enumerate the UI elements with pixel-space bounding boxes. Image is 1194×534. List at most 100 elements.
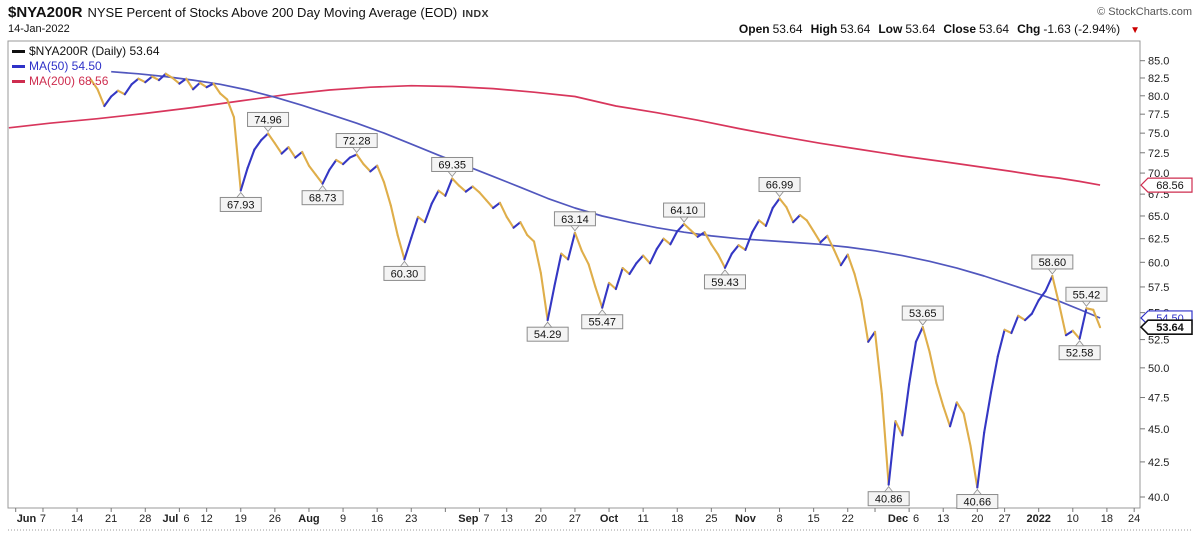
price-line-segment [908,340,917,386]
price-line-swatch [12,50,25,54]
price-line-segment [403,236,413,261]
y-axis-label: 77.5 [1148,109,1169,121]
price-line-segment [996,328,1006,358]
x-axis-label: 21 [105,513,117,525]
price-line-segment [492,201,501,210]
x-axis-label: 27 [998,513,1010,525]
high-value: 53.64 [840,22,871,36]
x-axis-label: 6 [913,513,919,525]
price-line-segment [976,431,986,489]
x-axis-label: Aug [298,513,319,525]
price-line-segment [710,243,720,256]
price-line-segment [744,231,754,251]
price-line-segment [1030,299,1040,315]
price-callout-part: 55.42 [1073,289,1101,301]
y-axis-label: 45.0 [1148,424,1169,436]
price-callout: 74.96 [247,111,290,133]
price-line-segment [778,197,788,209]
price-line-segment [901,383,911,437]
y-axis-label: 40.0 [1148,492,1169,504]
price-line-segment [955,401,965,415]
price-line-segment [819,234,829,244]
price-callout-part [570,225,580,232]
price-line-segment [137,77,147,84]
price-line-segment [948,401,958,428]
price-line-segment [253,139,263,151]
price-line-segment [812,230,822,244]
legend-item-price: $NYA200R (Daily) 53.64 [12,44,160,59]
price-line-segment [355,153,365,166]
legend-item-ma50: MA(50) 54.50 [12,59,160,74]
price-line-segment [464,185,474,193]
price-line-segment [185,77,195,91]
price-line-segment [526,233,536,243]
price-line-segment [676,222,686,233]
price-line-segment [369,164,379,173]
price-line-segment [266,132,276,145]
y-axis-label: 72.5 [1148,148,1169,160]
price-callout-part: 59.43 [711,277,739,289]
price-line-segment [451,177,461,187]
x-axis-label: 9 [340,513,346,525]
price-line-segment [553,252,563,287]
price-callout-part [542,321,553,328]
open-value: 53.64 [772,22,803,36]
x-axis-label: 20 [971,513,983,525]
price-line-segment [846,253,856,276]
axis-callout-part [1139,319,1193,335]
price-line-segment [989,355,999,394]
price-line-segment [198,81,208,89]
price-line-segment [444,177,454,197]
price-line-segment [110,89,120,98]
price-callout: 54.29 [526,321,569,342]
x-axis-label: 18 [1101,513,1113,525]
x-axis-label: 20 [535,513,547,525]
chart-header: $NYA200R NYSE Percent of Stocks Above 200… [8,4,1192,22]
price-line-segment [539,271,549,322]
price-line-segment [580,249,590,266]
price-line-segment [758,219,767,227]
price-callout-part [399,260,410,267]
plot-border [7,40,1141,509]
price-line-segment [826,234,836,251]
price-line-segment [417,215,426,224]
price-line-segment [962,412,972,447]
x-axis-label: 2022 [1026,513,1050,525]
axis-callout: 68.56 [1140,177,1193,193]
price-callout-part: 60.30 [391,268,419,280]
y-axis-label: 65.0 [1148,211,1169,223]
price-line-segment [839,253,849,267]
price-line-segment [696,231,706,238]
x-axis-label: 10 [1067,513,1079,525]
price-line-segment [771,197,781,210]
price-callout-part: 55.47 [588,317,616,329]
price-line-segment [648,247,658,265]
x-axis-label: 15 [808,513,820,525]
axis-callout-part: 53.64 [1156,322,1184,334]
copyright-label: © StockCharts.com [1097,6,1192,18]
price-callout: 55.47 [581,309,624,330]
price-line-segment [130,77,140,86]
price-line-segment [873,330,883,395]
price-line-segment [123,83,133,96]
price-line-segment [683,222,692,232]
y-axis-label: 82.5 [1148,73,1169,85]
price-line-segment [498,201,508,218]
price-line-segment [1003,328,1013,335]
price-line-segment [805,219,815,233]
x-axis-label: 19 [235,513,247,525]
price-line-segment [642,254,652,265]
price-callout: 60.30 [383,260,426,281]
legend-price-text: $NYA200R (Daily) 53.64 [29,44,160,58]
price-callout-part [263,126,273,133]
price-line-segment [1071,329,1081,340]
price-line-segment [703,231,713,246]
price-callout-part [883,486,894,493]
price-callout-part [597,309,608,316]
x-axis-label: 11 [637,513,648,525]
chg-value: -1.63 (-2.94%) [1043,22,1121,36]
price-line-segment [478,191,488,202]
price-line-segment [607,281,617,291]
price-line-segment [335,158,345,166]
